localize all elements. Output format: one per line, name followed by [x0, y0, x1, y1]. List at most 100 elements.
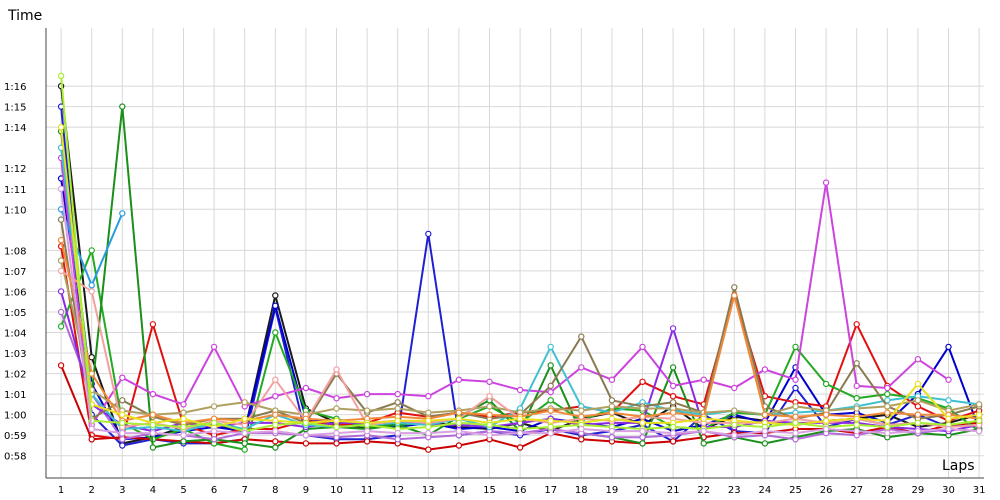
data-point: [945, 343, 952, 351]
data-point: [822, 380, 830, 388]
x-tick-label: 31: [973, 485, 986, 496]
data-point: [88, 247, 95, 254]
data-point: [363, 421, 371, 429]
data-point: [731, 384, 738, 392]
data-point: [57, 308, 65, 316]
data-point: [394, 390, 401, 398]
data-point: [700, 427, 707, 435]
x-tick-label: 11: [361, 485, 374, 496]
data-point: [578, 436, 585, 443]
data-point: [639, 419, 646, 427]
data-point: [241, 440, 248, 447]
data-point: [547, 429, 554, 437]
data-point: [394, 429, 401, 437]
y-tick-label: 1:12: [4, 164, 26, 175]
data-point: [363, 438, 371, 445]
data-point: [333, 405, 340, 412]
data-point: [578, 407, 585, 414]
data-point: [608, 403, 616, 410]
data-point: [88, 282, 95, 289]
data-point: [119, 411, 126, 418]
x-tick-label: 12: [391, 485, 404, 496]
y-tick-label: 0:58: [4, 452, 26, 463]
data-point: [669, 409, 677, 416]
data-point: [425, 393, 432, 400]
y-tick-label: 1:11: [4, 185, 26, 196]
data-point: [272, 376, 279, 383]
data-point: [975, 401, 983, 408]
data-point: [669, 382, 677, 390]
data-point: [210, 403, 218, 410]
data-point: [149, 390, 157, 398]
data-point: [731, 421, 738, 429]
data-point: [914, 419, 922, 427]
data-point: [792, 384, 799, 392]
data-point: [180, 438, 187, 445]
data-point: [57, 288, 65, 295]
data-point: [180, 409, 187, 416]
series-19: [57, 185, 983, 439]
data-point: [516, 429, 524, 437]
data-point: [884, 417, 891, 424]
data-point: [57, 185, 65, 192]
x-tick-labels: 1 2 3 4 5 6 7 8 9 10 11 12 13 14 15 16 17 18 19 20 21 22 23 24 2…: [58, 485, 986, 496]
data-point: [669, 325, 677, 332]
data-point: [975, 417, 983, 424]
data-point: [119, 429, 126, 437]
data-point: [333, 440, 340, 447]
data-point: [914, 380, 922, 388]
data-point: [547, 343, 554, 351]
data-point: [119, 103, 126, 110]
data-point: [884, 397, 891, 404]
x-tick-label: 19: [606, 485, 619, 496]
data-point: [241, 446, 248, 453]
data-point: [853, 321, 860, 328]
data-point: [516, 444, 524, 451]
data-point: [822, 179, 830, 186]
data-point: [455, 376, 463, 383]
data-point: [119, 436, 126, 443]
data-point: [761, 366, 769, 373]
data-point: [516, 415, 524, 422]
data-point: [669, 393, 677, 400]
x-axis-title: Laps: [942, 458, 975, 474]
x-tick-label: 5: [180, 485, 186, 496]
data-point: [210, 427, 218, 435]
data-point: [57, 123, 65, 131]
y-tick-label: 1:03: [4, 349, 26, 360]
data-point: [700, 440, 707, 447]
data-point: [731, 407, 738, 414]
data-point: [914, 427, 922, 435]
y-axis-title: Time: [7, 8, 42, 24]
data-point: [394, 399, 401, 406]
data-point: [669, 364, 677, 371]
data-point: [333, 395, 340, 402]
data-point: [639, 343, 646, 351]
data-point: [425, 417, 432, 424]
y-tick-label: 1:07: [4, 267, 26, 278]
x-tick-label: 30: [942, 485, 955, 496]
x-tick-label: 6: [211, 485, 217, 496]
data-point: [486, 411, 493, 418]
x-tick-label: 14: [453, 485, 466, 496]
data-point: [884, 403, 891, 410]
data-point: [884, 384, 891, 392]
x-tick-label: 17: [544, 485, 557, 496]
data-point: [241, 429, 248, 437]
data-point: [914, 397, 922, 404]
data-point: [700, 376, 707, 383]
data-point: [486, 378, 493, 385]
x-tick-label: 2: [89, 485, 95, 496]
data-point: [57, 216, 65, 223]
data-point: [639, 427, 646, 435]
y-tick-label: 1:08: [4, 246, 26, 257]
data-point: [731, 284, 738, 291]
data-point: [547, 397, 554, 404]
x-tick-label: 13: [422, 485, 435, 496]
y-tick-label: 1:15: [4, 103, 26, 114]
data-point: [822, 411, 830, 418]
data-point: [210, 436, 218, 443]
data-point: [180, 423, 187, 431]
data-point: [608, 397, 616, 404]
x-tick-label: 29: [912, 485, 925, 496]
